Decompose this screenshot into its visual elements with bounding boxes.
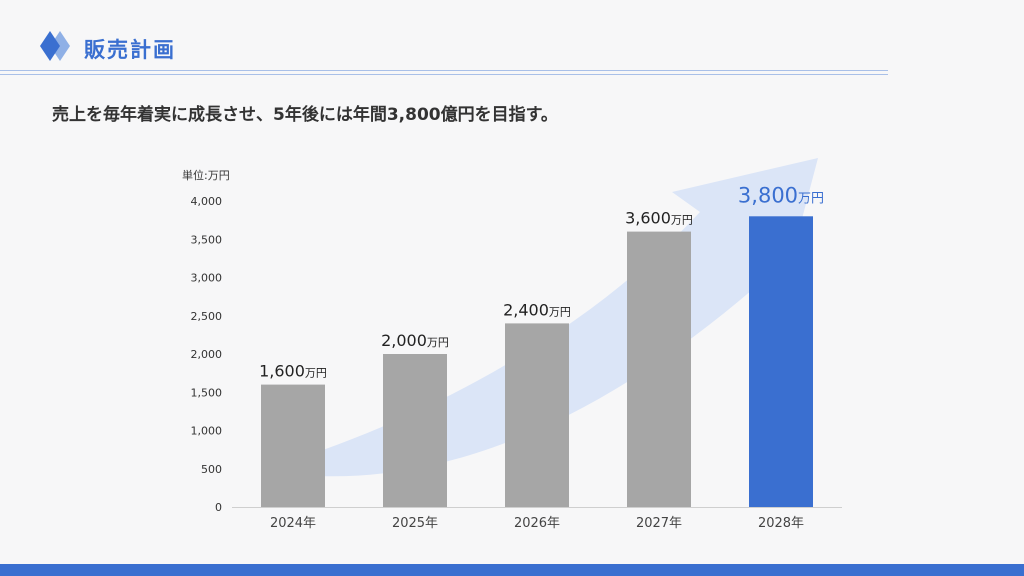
bar-2028年 (749, 216, 813, 508)
y-tick-label: 2,500 (191, 310, 223, 323)
y-tick-label: 0 (215, 501, 222, 514)
y-tick-label: 3,000 (191, 272, 223, 285)
x-tick-label: 2024年 (270, 516, 316, 531)
bar-value-label: 3,800万円 (738, 183, 824, 207)
header-divider (0, 70, 888, 71)
bar-value-label: 3,600万円 (625, 209, 693, 228)
y-tick-label: 1,500 (191, 386, 223, 399)
bar-2024年 (261, 384, 325, 507)
x-tick-label: 2026年 (514, 516, 560, 531)
bar-2025年 (383, 354, 447, 507)
slide-title: 販売計画 (84, 38, 176, 62)
bar-value-label: 2,400万円 (503, 300, 571, 319)
header-divider-secondary (0, 74, 888, 75)
y-tick-label: 3,500 (191, 233, 223, 246)
y-tick-label: 500 (201, 463, 222, 476)
x-tick-label: 2028年 (758, 516, 804, 531)
bar-2026年 (505, 323, 569, 507)
footer-bar (0, 564, 1024, 576)
diamond-logo-icon (40, 31, 70, 61)
y-tick-label: 4,000 (191, 195, 223, 208)
headline-text: 売上を毎年着実に成長させ、5年後には年間3,800億円を目指す。 (52, 105, 558, 125)
x-tick-label: 2025年 (392, 516, 438, 531)
bar-value-label: 2,000万円 (381, 331, 449, 350)
y-tick-label: 1,000 (191, 425, 223, 438)
bar-value-label: 1,600万円 (259, 362, 327, 381)
y-tick-label: 2,000 (191, 348, 223, 361)
x-tick-label: 2027年 (636, 516, 682, 531)
bar-2027年 (627, 231, 691, 507)
chart-unit-label: 単位:万円 (182, 169, 230, 182)
